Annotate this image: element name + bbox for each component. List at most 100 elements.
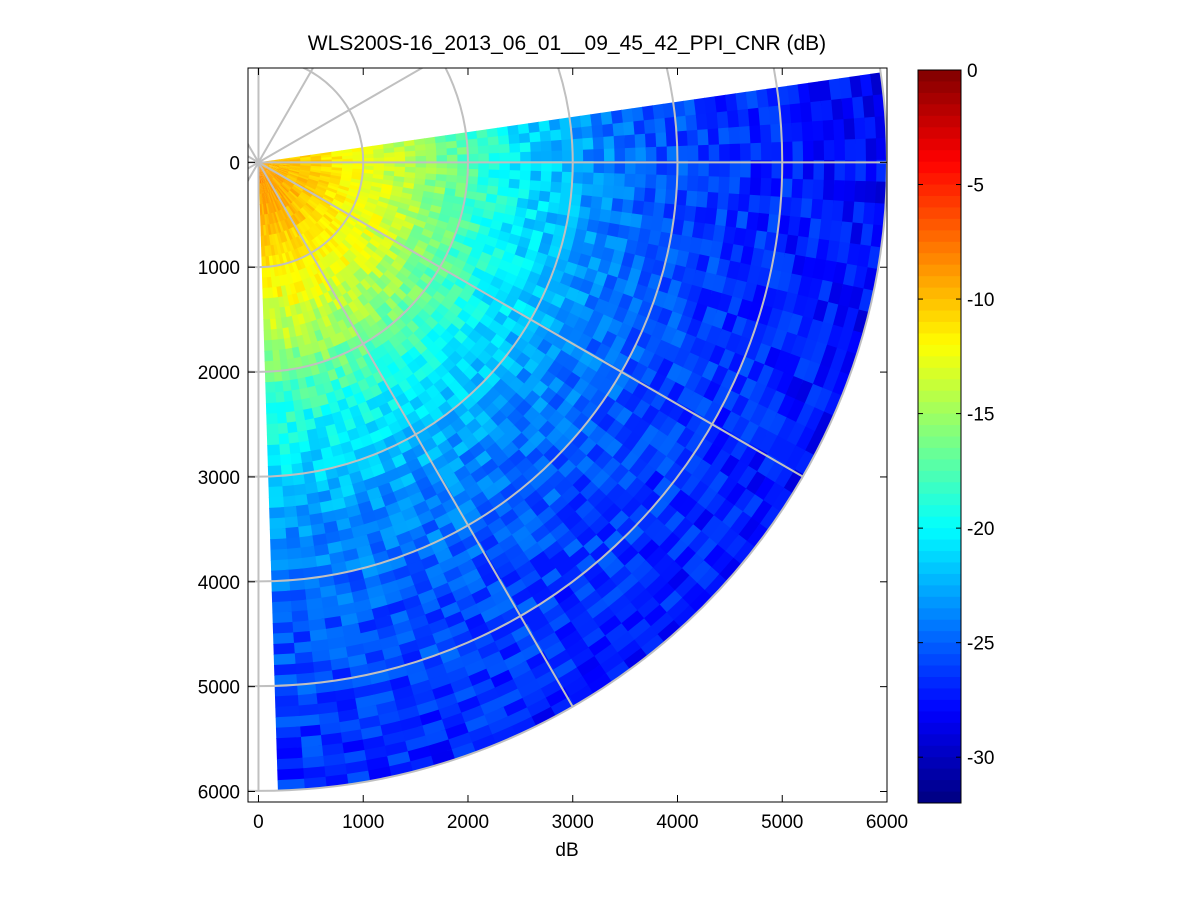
heatmap-cell	[801, 297, 819, 324]
heatmap-cell	[340, 176, 352, 183]
heatmap-cell	[264, 182, 269, 194]
heatmap-cell	[273, 632, 295, 645]
heatmap-cell	[300, 191, 312, 200]
heatmap-cell	[335, 319, 348, 333]
heatmap-cell	[273, 642, 295, 656]
heatmap-cell	[645, 132, 657, 151]
heatmap-cell	[290, 260, 299, 273]
heatmap-cell	[274, 695, 299, 708]
heatmap-cell	[305, 242, 315, 254]
heatmap-cell	[361, 290, 374, 304]
heatmap-cell	[287, 452, 303, 466]
heatmap-cell	[862, 202, 876, 230]
heatmap-cell	[277, 778, 305, 792]
colorbar-band	[918, 745, 961, 758]
heatmap-cell	[296, 440, 311, 454]
colorbar-band	[918, 127, 961, 140]
heatmap-cell	[264, 203, 268, 215]
heatmap-cell	[394, 151, 406, 159]
heatmap-cell	[697, 175, 710, 196]
heatmap-cell	[390, 695, 417, 713]
heatmap-cell	[593, 148, 605, 164]
y-tick-label: 1000	[198, 258, 240, 279]
heatmap-cell	[425, 155, 438, 164]
colorbar-band	[918, 402, 961, 415]
heatmap-cell	[781, 160, 794, 184]
heatmap-cell	[312, 261, 323, 275]
heatmap-cell	[412, 699, 439, 718]
heatmap-cell	[529, 131, 542, 145]
heatmap-cell	[295, 430, 309, 444]
heatmap-cell	[313, 701, 339, 716]
heatmap-cell	[664, 116, 678, 136]
heatmap-cell	[268, 486, 284, 499]
heatmap-cell	[340, 280, 352, 294]
heatmap-cell	[286, 589, 307, 602]
heatmap-cell	[376, 225, 389, 237]
heatmap-cell	[352, 256, 365, 269]
heatmap-cell	[497, 135, 510, 147]
heatmap-cell	[281, 182, 292, 191]
heatmap-cell	[341, 239, 353, 251]
y-tick-label: 0	[229, 153, 240, 174]
heatmap-cell	[823, 160, 836, 185]
heatmap-cell	[350, 207, 363, 218]
heatmap-cell	[268, 166, 279, 172]
heatmap-cell	[864, 116, 877, 144]
heatmap-cell	[318, 232, 330, 244]
heatmap-cell	[792, 160, 804, 184]
heatmap-cell	[418, 234, 432, 246]
heatmap-cell	[293, 184, 304, 193]
heatmap-cell	[276, 187, 285, 197]
heatmap-cell	[259, 204, 263, 216]
heatmap-cell	[357, 235, 370, 248]
heatmap-cell	[318, 510, 337, 525]
heatmap-cell	[279, 220, 287, 232]
colorbar-band	[918, 379, 961, 392]
heatmap-cell	[336, 229, 348, 241]
polar-spoke	[248, 155, 259, 164]
colorbar-band	[918, 92, 961, 105]
heatmap-cell	[295, 525, 313, 539]
heatmap-cell	[301, 587, 322, 601]
heatmap-cell	[325, 252, 337, 265]
heatmap-cell	[272, 176, 282, 186]
heatmap-cell	[312, 296, 324, 309]
heatmap-cell	[559, 117, 572, 132]
heatmap-cell	[423, 222, 437, 234]
heatmap-cell	[385, 230, 399, 242]
heatmap-cell	[319, 257, 330, 270]
heatmap-cell	[865, 138, 878, 165]
heatmap-cell	[323, 194, 335, 203]
heatmap-cell	[261, 266, 268, 279]
heatmap-cell	[426, 749, 456, 768]
heatmap-cell	[683, 205, 697, 226]
heatmap-cell	[286, 261, 295, 274]
heatmap-cell	[268, 165, 280, 170]
heatmap-cell	[262, 171, 268, 183]
heatmap-cell	[309, 660, 333, 674]
heatmap-cell	[307, 199, 319, 209]
heatmap-cell	[414, 261, 429, 275]
heatmap-cell	[294, 236, 304, 248]
heatmap-cell	[530, 151, 542, 164]
heatmap-cell	[425, 149, 438, 158]
heatmap-cell	[718, 176, 731, 198]
x-tick-label: 6000	[866, 812, 908, 833]
heatmap-cell	[279, 485, 295, 498]
heatmap-cell	[508, 178, 521, 191]
heatmap-cell	[302, 231, 312, 244]
heatmap-cell	[319, 200, 331, 210]
heatmap-cell	[654, 188, 667, 207]
heatmap-cell	[265, 170, 273, 179]
heatmap-cell	[415, 149, 427, 158]
y-tick-label: 4000	[198, 573, 240, 594]
colorbar-band	[918, 493, 961, 506]
heatmap-cell	[298, 172, 310, 178]
heatmap-cell	[373, 148, 385, 155]
heatmap-cell	[446, 154, 459, 164]
heatmap-cell	[612, 122, 625, 139]
colorbar-band	[918, 562, 961, 575]
heatmap-cell	[271, 590, 291, 603]
heatmap-cell	[276, 433, 290, 446]
